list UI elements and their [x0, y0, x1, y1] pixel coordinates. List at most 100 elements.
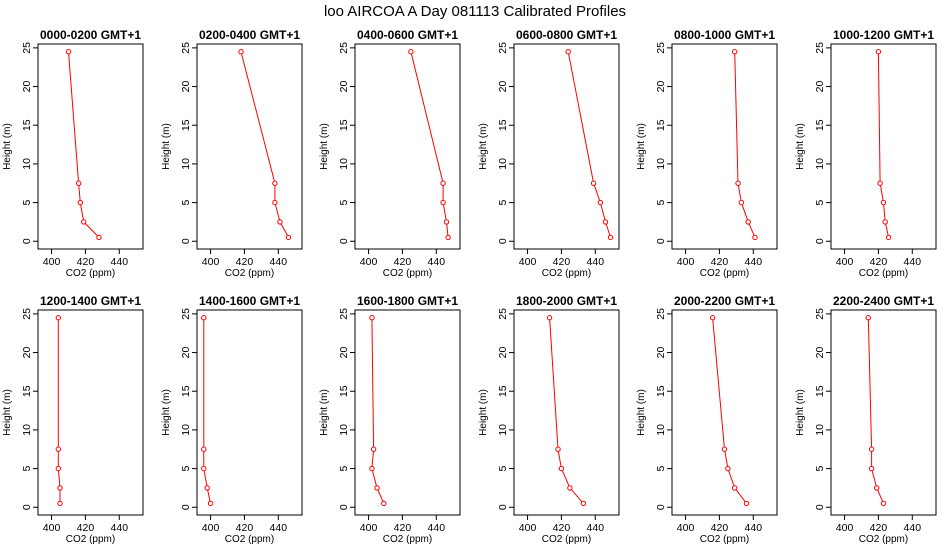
- y-tick-label: 20: [338, 81, 350, 93]
- y-tick-label: 5: [338, 200, 350, 206]
- x-axis-label: CO2 (ppm): [66, 534, 115, 545]
- profile-point: [369, 315, 375, 321]
- y-tick-label: 5: [21, 200, 33, 206]
- y-axis-label: Height (m): [478, 123, 489, 170]
- x-tick-label: 440: [745, 522, 763, 534]
- profile-line: [567, 51, 611, 238]
- y-tick-label: 20: [180, 347, 192, 359]
- profile-line: [734, 51, 756, 238]
- y-tick-label: 20: [814, 81, 826, 93]
- y-tick-label: 15: [338, 119, 350, 131]
- y-tick-label: 15: [180, 119, 192, 131]
- profile-line: [371, 317, 385, 504]
- y-tick-label: 5: [814, 466, 826, 472]
- profile-line: [68, 51, 100, 238]
- y-tick-label: 15: [497, 385, 509, 397]
- x-tick-label: 400: [836, 256, 854, 268]
- y-tick-label: 20: [21, 81, 33, 93]
- profile-point: [725, 465, 731, 472]
- y-axis-label: Height (m): [2, 123, 13, 170]
- y-tick-label: 25: [180, 308, 192, 320]
- profile-point: [882, 219, 888, 225]
- y-tick-label: 0: [655, 238, 667, 244]
- profile-point: [597, 199, 604, 206]
- y-tick-label: 10: [814, 424, 826, 436]
- profile-point: [865, 315, 871, 321]
- x-axis-label: CO2 (ppm): [542, 534, 591, 545]
- y-tick-label: 0: [180, 238, 192, 244]
- x-tick-label: 400: [202, 256, 220, 268]
- profile-point: [55, 315, 62, 321]
- profile-point: [277, 219, 283, 225]
- profile-point: [731, 485, 738, 491]
- y-axis-label: Height (m): [161, 123, 172, 170]
- y-tick-label: 5: [655, 466, 667, 472]
- x-tick-label: 400: [519, 256, 537, 268]
- x-tick-label: 400: [519, 522, 537, 534]
- panel-title: 0600-0800 GMT+1: [516, 28, 617, 42]
- y-tick-label: 5: [497, 200, 509, 206]
- profile-point: [874, 485, 880, 491]
- profile-line: [877, 51, 890, 238]
- profile-point: [868, 465, 875, 472]
- x-axis-label: CO2 (ppm): [383, 268, 432, 279]
- x-axis-label: CO2 (ppm): [542, 268, 591, 279]
- x-tick-label: 440: [904, 522, 922, 534]
- profile-point: [272, 199, 278, 206]
- x-axis-label: CO2 (ppm): [859, 268, 908, 279]
- profile-point: [735, 180, 741, 186]
- profile-point: [880, 199, 887, 206]
- panel-title: 1200-1400 GMT+1: [40, 294, 141, 308]
- y-tick-label: 10: [21, 158, 33, 170]
- profile-point: [590, 180, 597, 186]
- panel-title: 2000-2200 GMT+1: [674, 294, 775, 308]
- profile-point: [55, 465, 62, 472]
- panel-title: 1400-1600 GMT+1: [199, 294, 300, 308]
- y-tick-label: 20: [497, 81, 509, 93]
- y-tick-label: 25: [814, 42, 826, 54]
- y-tick-label: 20: [338, 347, 350, 359]
- profile-point: [201, 446, 207, 452]
- y-axis-label: Height (m): [319, 123, 330, 170]
- y-tick-label: 0: [814, 504, 826, 510]
- profile-point: [868, 446, 875, 452]
- y-tick-label: 15: [655, 385, 667, 397]
- y-tick-label: 20: [21, 347, 33, 359]
- plot-frame: [354, 309, 461, 516]
- y-tick-label: 15: [21, 385, 33, 397]
- x-tick-label: 420: [553, 256, 571, 268]
- x-axis-label: CO2 (ppm): [700, 268, 749, 279]
- y-tick-label: 0: [180, 504, 192, 510]
- profile-line: [203, 317, 211, 504]
- y-tick-label: 5: [338, 466, 350, 472]
- profile-point: [57, 500, 63, 507]
- profile-point: [81, 219, 87, 225]
- profile-point: [381, 500, 387, 507]
- y-tick-label: 25: [497, 42, 509, 54]
- profile-point: [55, 446, 62, 452]
- y-tick-label: 15: [814, 119, 826, 131]
- profile-point: [96, 234, 102, 241]
- profile-point: [752, 234, 758, 241]
- x-tick-label: 420: [394, 256, 412, 268]
- profile-point: [875, 49, 882, 55]
- y-tick-label: 5: [497, 466, 509, 472]
- profile-line: [410, 51, 449, 238]
- y-axis-label: Height (m): [636, 123, 647, 170]
- x-tick-label: 440: [428, 256, 446, 268]
- profile-point: [201, 315, 207, 321]
- y-tick-label: 20: [655, 347, 667, 359]
- y-tick-label: 0: [21, 504, 33, 510]
- profile-point: [440, 199, 446, 206]
- y-tick-label: 15: [497, 119, 509, 131]
- x-tick-label: 440: [270, 256, 288, 268]
- panel-title: 2200-2400 GMT+1: [833, 294, 934, 308]
- y-tick-label: 25: [338, 308, 350, 320]
- panel-title: 0200-0400 GMT+1: [199, 28, 300, 42]
